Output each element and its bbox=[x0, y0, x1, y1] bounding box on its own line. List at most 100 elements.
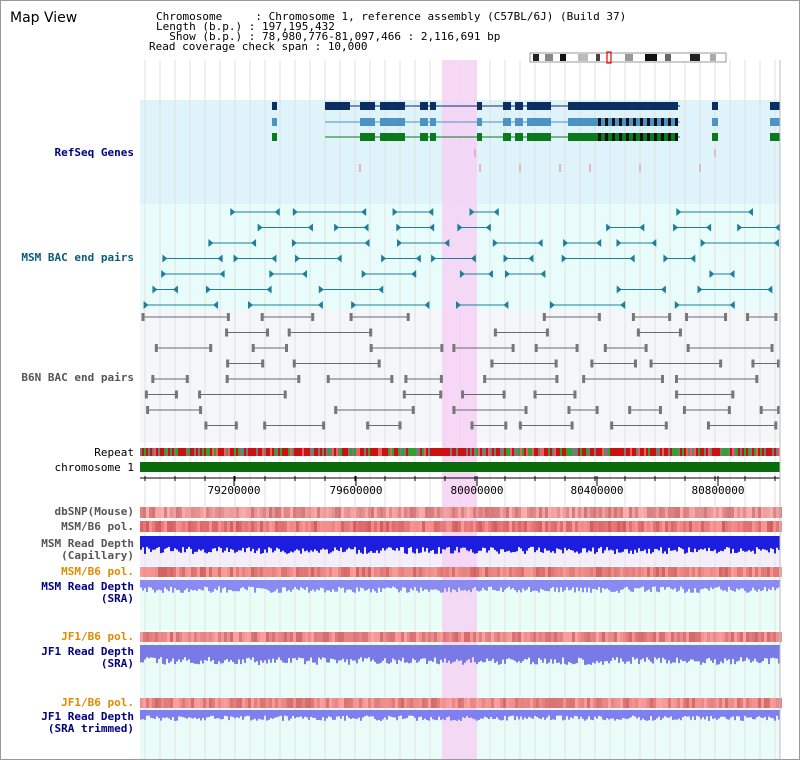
depth-bar bbox=[580, 645, 582, 659]
depth-bar bbox=[582, 710, 584, 719]
depth-bar bbox=[658, 710, 660, 717]
polymorphism-cell bbox=[401, 507, 404, 518]
depth-bar bbox=[342, 580, 344, 588]
polymorphism-cell bbox=[767, 698, 770, 708]
depth-bar bbox=[440, 645, 442, 660]
polymorphism-cell bbox=[248, 507, 251, 518]
polymorphism-cell bbox=[464, 521, 467, 532]
depth-bar bbox=[416, 710, 418, 721]
polymorphism-cell bbox=[503, 632, 506, 642]
polymorphism-cell bbox=[488, 698, 491, 708]
polymorphism-cell bbox=[602, 698, 605, 708]
depth-bar bbox=[380, 710, 382, 721]
polymorphism-cell bbox=[575, 632, 578, 642]
repeat-segment bbox=[776, 448, 778, 456]
polymorphism-cell bbox=[530, 521, 533, 532]
track-label-refseq[interactable]: RefSeq Genes bbox=[54, 146, 134, 159]
depth-bar bbox=[654, 710, 656, 720]
repeat-segment bbox=[652, 448, 654, 456]
depth-bar bbox=[584, 710, 586, 721]
depth-bar bbox=[664, 645, 666, 660]
polymorphism-cell bbox=[611, 632, 614, 642]
depth-bar bbox=[640, 536, 642, 552]
polymorphism-cell bbox=[317, 698, 320, 708]
bac-end bbox=[485, 223, 491, 232]
depth-bar bbox=[758, 645, 760, 663]
gene-exon bbox=[420, 133, 428, 141]
depth-bar bbox=[240, 580, 242, 589]
polymorphism-cell bbox=[644, 632, 647, 642]
gene-exon bbox=[515, 118, 523, 126]
depth-bar bbox=[486, 645, 488, 659]
track-label-jf1-pol: JF1/B6 pol. bbox=[61, 630, 134, 643]
depth-bar bbox=[644, 645, 646, 662]
depth-bar bbox=[428, 580, 430, 592]
repeat-segment bbox=[604, 448, 606, 456]
polymorphism-cell bbox=[560, 521, 563, 532]
track-label-msm-bac[interactable]: MSM BAC end pairs bbox=[21, 251, 134, 264]
depth-bar bbox=[770, 536, 772, 549]
repeat-segment bbox=[442, 448, 444, 456]
polymorphism-cell bbox=[290, 632, 293, 642]
depth-bar bbox=[772, 580, 774, 587]
depth-bar bbox=[202, 580, 204, 591]
depth-bar bbox=[714, 645, 716, 660]
depth-bar bbox=[206, 645, 208, 661]
repeat-segment bbox=[300, 448, 302, 456]
depth-bar bbox=[316, 710, 318, 720]
polymorphism-cell bbox=[461, 567, 464, 577]
bac-end bbox=[555, 375, 559, 383]
repeat-segment bbox=[550, 448, 552, 456]
depth-bar bbox=[208, 710, 210, 718]
bac-end bbox=[603, 344, 607, 352]
depth-bar bbox=[616, 580, 618, 591]
polymorphism-cell bbox=[281, 521, 284, 532]
polymorphism-cell bbox=[764, 521, 767, 532]
polymorphism-cell bbox=[230, 632, 233, 642]
depth-bar bbox=[548, 710, 550, 716]
depth-bar bbox=[442, 645, 444, 663]
polymorphism-cell bbox=[467, 567, 470, 577]
bac-end bbox=[381, 254, 387, 263]
bac-end bbox=[363, 223, 369, 232]
polymorphism-cell bbox=[605, 507, 608, 518]
polymorphism-cell bbox=[593, 567, 596, 577]
polymorphism-cell bbox=[476, 698, 479, 708]
depth-bar bbox=[764, 580, 766, 587]
depth-bar bbox=[352, 710, 354, 719]
polymorphism-cell bbox=[701, 507, 704, 518]
depth-bar bbox=[594, 536, 596, 554]
polymorphism-cell bbox=[566, 698, 569, 708]
polymorphism-cell bbox=[671, 698, 674, 708]
depth-bar bbox=[610, 710, 612, 719]
depth-bar bbox=[294, 536, 296, 551]
repeat-segment bbox=[200, 448, 202, 456]
depth-bar bbox=[472, 710, 474, 719]
track-label-b6n-bac[interactable]: B6N BAC end pairs bbox=[21, 371, 134, 384]
polymorphism-cell bbox=[245, 632, 248, 642]
depth-bar bbox=[552, 710, 554, 720]
bac-end bbox=[397, 239, 403, 247]
polymorphism-cell bbox=[398, 507, 401, 518]
polymorphism-cell bbox=[395, 521, 398, 532]
polymorphism-cell bbox=[392, 698, 395, 708]
polymorphism-cell bbox=[521, 567, 524, 577]
track-label-jf1-pol-2: JF1/B6 pol. bbox=[61, 696, 134, 709]
depth-bar bbox=[376, 710, 378, 721]
repeat-segment bbox=[736, 448, 738, 456]
depth-bar bbox=[686, 710, 688, 717]
polymorphism-cell bbox=[521, 698, 524, 708]
polymorphism-cell bbox=[602, 507, 605, 518]
polymorphism-cell bbox=[383, 521, 386, 532]
polymorphism-cell bbox=[683, 507, 686, 518]
depth-bar bbox=[728, 710, 730, 720]
polymorphism-cell bbox=[221, 507, 224, 518]
depth-bar bbox=[236, 645, 238, 664]
depth-bar bbox=[264, 645, 266, 661]
polymorphism-cell bbox=[620, 632, 623, 642]
polymorphism-cell bbox=[152, 567, 155, 577]
depth-bar bbox=[284, 710, 286, 716]
polymorphism-cell bbox=[692, 567, 695, 577]
depth-bar bbox=[536, 580, 538, 591]
